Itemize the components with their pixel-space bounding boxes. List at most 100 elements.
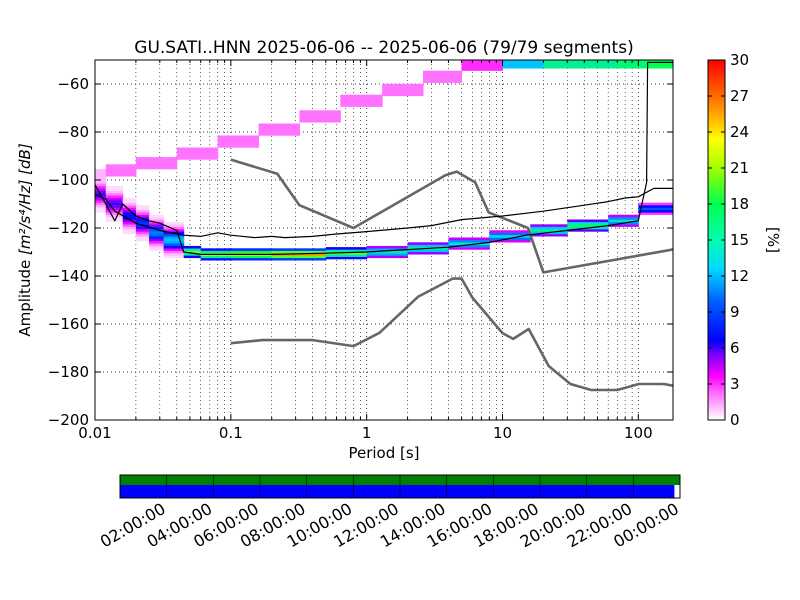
heatmap-cell <box>105 185 124 189</box>
colorbar-ticks: 0 3 6 9 12 15 18 21 24 27 30 <box>708 51 749 429</box>
heatmap-cell <box>340 99 383 103</box>
heatmap-cell <box>608 217 639 220</box>
heatmap-cell <box>584 65 618 69</box>
heatmap-cell <box>135 157 178 160</box>
heatmap-cell <box>423 77 463 81</box>
heatmap-cell <box>461 63 503 67</box>
heatmap-cell <box>567 224 609 227</box>
heatmap-cell <box>163 238 185 242</box>
heatmap-cell <box>448 244 490 248</box>
heatmap-cell <box>423 73 463 76</box>
y-axis-ticks: −200 −180 −160 −140 −120 −100 −80 −60 <box>48 75 673 429</box>
heatmap-cell <box>567 219 609 223</box>
x-tick-label: 0.1 <box>219 424 243 442</box>
colorbar-label: [%] <box>764 227 782 253</box>
heatmap-cell <box>122 226 137 230</box>
heatmap-cell <box>122 231 137 235</box>
heatmap-cell <box>163 226 185 230</box>
heatmap-cell <box>489 235 531 238</box>
y-tick-label: −140 <box>48 267 89 285</box>
heatmap-cell <box>122 212 137 215</box>
heatmap-cell <box>135 161 178 165</box>
heatmap-cell <box>340 94 383 98</box>
heatmap-cell <box>217 142 260 146</box>
heatmap-cell <box>122 217 137 220</box>
heatmap-cell <box>122 221 137 225</box>
heatmap-cell <box>230 250 273 254</box>
heatmap-cell <box>95 202 107 206</box>
heatmap-cell <box>407 249 449 253</box>
heatmap-cell <box>461 68 503 71</box>
heatmap-cell <box>258 130 300 134</box>
heatmap-cell <box>461 61 503 64</box>
heatmap-cell <box>149 238 165 242</box>
heatmap-cell <box>258 125 300 129</box>
y-axis-label: Amplitude [m²/s⁴/Hz] [dB] <box>16 143 34 337</box>
heatmap-cell <box>163 229 185 232</box>
heatmap-cell <box>502 61 544 64</box>
colorbar-tick-label: 27 <box>730 87 749 105</box>
x-tick-label: 100 <box>624 424 653 442</box>
heatmap-cell <box>149 231 165 235</box>
heatmap-cell <box>122 207 137 211</box>
heatmap-cell <box>149 241 165 244</box>
heatmap-cell <box>149 248 165 251</box>
heatmap-cell <box>608 214 639 218</box>
heatmap-cell <box>423 80 463 83</box>
heatmap-cell <box>122 197 137 201</box>
heatmap-cell <box>122 200 137 203</box>
heatmap-cell <box>617 63 650 67</box>
heatmap-cell <box>217 135 260 139</box>
heatmap-cell <box>200 257 232 261</box>
heatmap-cell <box>105 205 124 208</box>
heatmap-cell <box>382 93 424 97</box>
heatmap-cell <box>461 65 503 69</box>
heatmap-cell <box>407 251 449 255</box>
heatmap-cell <box>135 221 150 225</box>
heatmap-cell <box>135 205 150 208</box>
heatmap-cell <box>502 60 544 62</box>
heatmap-cell <box>149 219 165 223</box>
heatmap-cell <box>638 209 673 213</box>
heatmap-cell <box>325 251 368 255</box>
heatmap-cell <box>122 224 137 227</box>
heatmap-cell <box>105 197 124 201</box>
heatmap-cell <box>382 91 424 94</box>
heatmap-cell <box>340 101 383 105</box>
heatmap-cell <box>135 209 150 213</box>
x-axis-ticks: 0.01 0.1 1 10 100 <box>78 60 653 442</box>
colorbar-tick-label: 12 <box>730 267 749 285</box>
heatmap-cell <box>135 212 150 215</box>
heatmap-cell <box>149 236 165 239</box>
heatmap-cell <box>407 242 449 245</box>
heatmap-cell <box>163 255 185 259</box>
heatmap-cell <box>382 86 424 89</box>
heatmap-cell <box>163 221 185 225</box>
heatmap-cell <box>230 257 273 261</box>
heatmap-cell <box>217 137 260 141</box>
heatmap-cell <box>489 230 531 233</box>
heatmap-cell <box>163 236 185 239</box>
heatmap-cell <box>95 185 107 189</box>
heatmap-cell <box>649 56 673 59</box>
heatmap-cell <box>543 63 585 67</box>
heatmap-cell <box>299 115 341 118</box>
heatmap-cell <box>135 159 178 163</box>
heatmap-cell <box>105 171 137 175</box>
x-tick-label: 10 <box>493 424 512 442</box>
heatmap-cell <box>271 248 327 251</box>
heatmap-cell <box>149 214 165 218</box>
heatmap-cell <box>105 164 137 167</box>
heatmap-cell <box>340 104 383 107</box>
heatmap-cell <box>325 249 368 253</box>
heatmap-cell <box>105 207 124 211</box>
heatmap-cell <box>461 60 503 62</box>
heatmap-cell <box>299 117 341 121</box>
heatmap-cell <box>617 61 650 64</box>
heatmap-cell <box>423 70 463 74</box>
colorbar-tick-label: 6 <box>730 339 740 357</box>
heatmap-cell <box>122 229 137 232</box>
heatmap-cell <box>638 202 673 206</box>
heatmap-cell <box>95 173 107 177</box>
